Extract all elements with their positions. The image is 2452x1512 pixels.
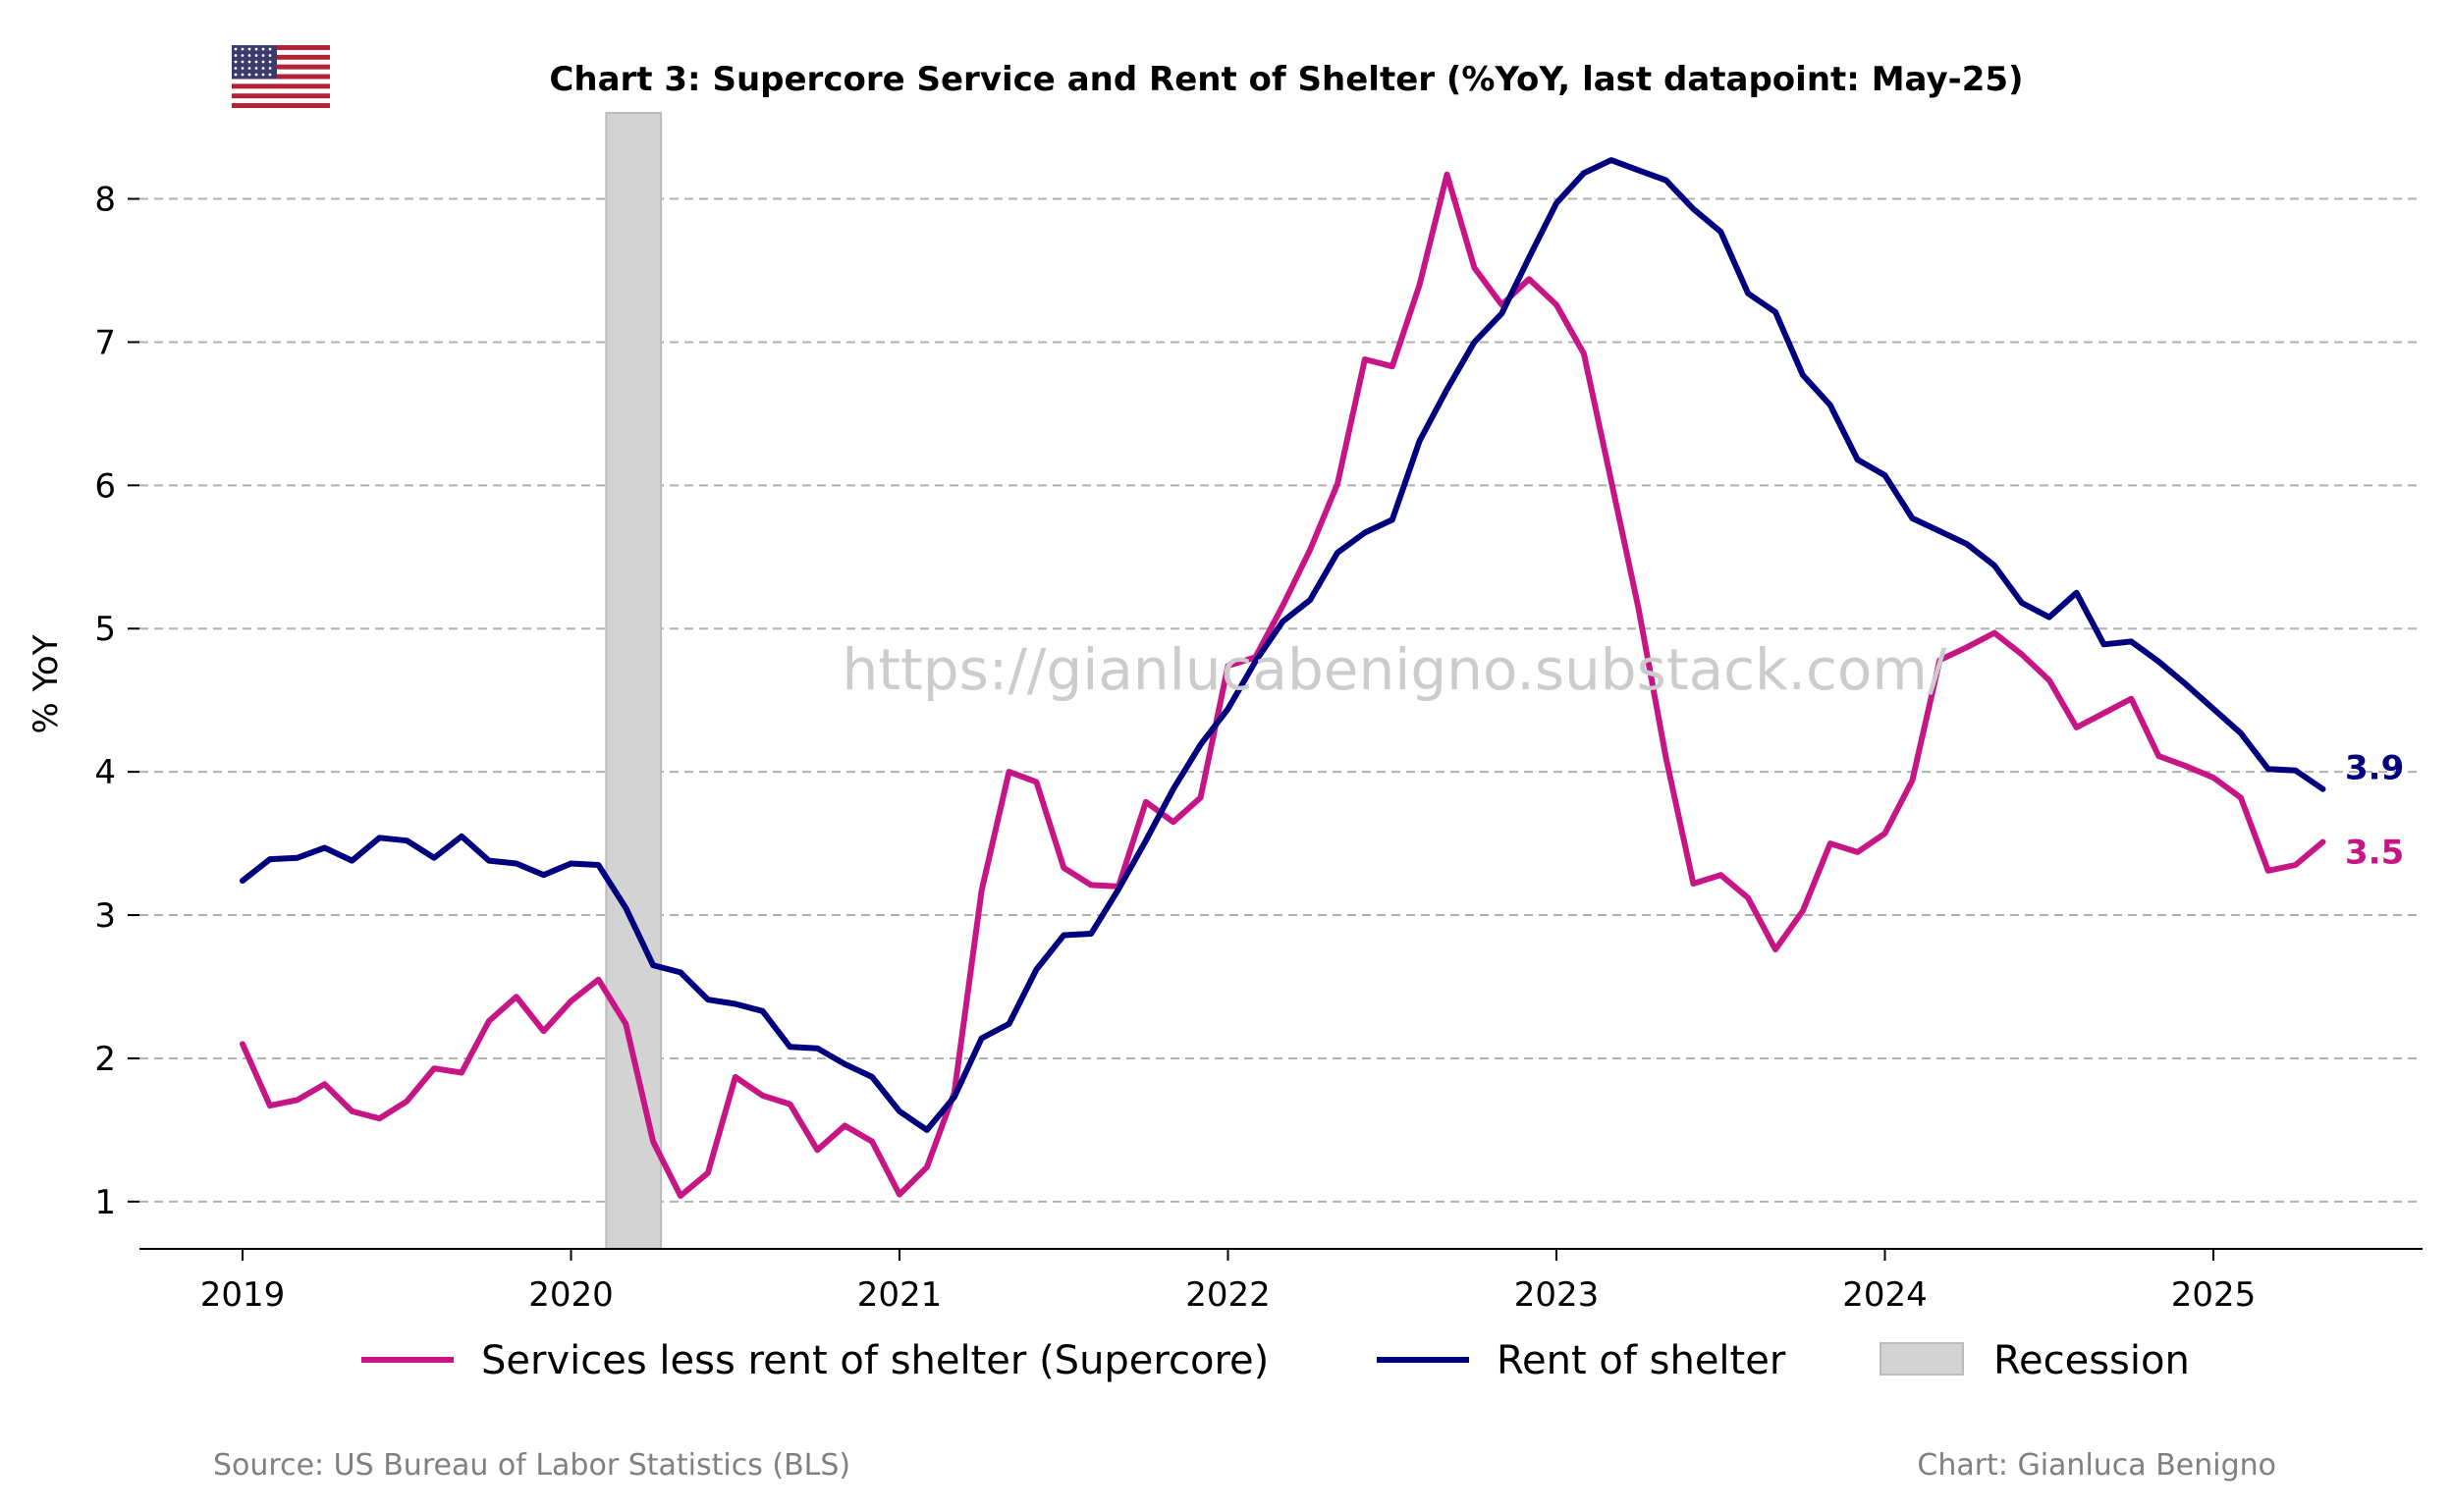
end-label-supercore: 3.5	[2345, 834, 2404, 873]
x-tick-label: 2021	[857, 1275, 943, 1315]
y-tick-label: 2	[94, 1040, 116, 1079]
legend: Services less rent of shelter (Supercore…	[361, 1338, 2190, 1383]
flag-stripe	[232, 54, 330, 60]
y-tick-label: 3	[94, 896, 116, 936]
flag-star	[247, 60, 251, 64]
flag-star	[268, 47, 272, 51]
y-tick-label: 4	[94, 753, 116, 792]
flag-star	[241, 60, 245, 64]
flag-star	[241, 73, 245, 77]
legend-label-recession: Recession	[1993, 1338, 2190, 1383]
flag-star	[268, 60, 272, 64]
y-axis: 1 2 3 4 5 6 7 8	[94, 181, 139, 1222]
end-labels: 3.5 3.9	[2345, 749, 2404, 873]
flag-star	[247, 73, 251, 77]
flag-star	[247, 67, 251, 70]
flag-star	[234, 54, 238, 57]
y-tick-label: 6	[94, 466, 116, 506]
x-axis: 2019 2020 2021 2022 2023 2024 2025	[200, 1249, 2257, 1315]
flag-star	[261, 67, 265, 70]
flag-stripe	[232, 74, 330, 80]
flag-star	[241, 54, 245, 57]
us-flag-icon	[232, 45, 330, 108]
flag-star	[234, 67, 238, 70]
flag-star	[268, 73, 272, 77]
x-tick-label: 2025	[2171, 1275, 2257, 1315]
series-line-supercore	[240, 171, 2326, 1199]
series-layer	[240, 157, 2326, 1199]
flag-stripe	[232, 83, 330, 89]
legend-label-supercore: Services less rent of shelter (Supercore…	[481, 1338, 1269, 1383]
chart-title: Chart 3: Supercore Service and Rent of S…	[549, 60, 2023, 99]
flag-star	[254, 73, 258, 77]
series-line-rent-of-shelter	[240, 157, 2326, 1133]
source-note: Source: US Bureau of Labor Statistics (B…	[213, 1448, 850, 1483]
x-tick-label: 2024	[1842, 1275, 1928, 1315]
flag-star	[234, 60, 238, 64]
flag-star	[241, 47, 245, 51]
flag-star	[254, 47, 258, 51]
chart-credit: Chart: Gianluca Benigno	[1917, 1448, 2276, 1483]
flag-star	[241, 67, 245, 70]
legend-label-rent-of-shelter: Rent of shelter	[1497, 1338, 1786, 1383]
flag-star	[268, 67, 272, 70]
flag-star	[254, 67, 258, 70]
flag-star	[234, 47, 238, 51]
flag-star	[261, 60, 265, 64]
flag-stripe	[232, 93, 330, 99]
y-tick-label: 1	[94, 1183, 116, 1222]
y-axis-label: % YoY	[27, 634, 66, 733]
recession-band	[605, 112, 663, 1250]
flag-star	[254, 54, 258, 57]
x-tick-label: 2019	[200, 1275, 286, 1315]
flag-stripe	[232, 64, 330, 70]
x-tick-label: 2020	[528, 1275, 614, 1315]
flag-star	[254, 60, 258, 64]
flag-star	[247, 47, 251, 51]
x-tick-label: 2022	[1185, 1275, 1271, 1315]
flag-star	[234, 73, 238, 77]
end-label-rent-of-shelter: 3.9	[2345, 749, 2404, 788]
watermark: https://gianlucabenigno.substack.com/	[843, 636, 1947, 703]
flag-stripe	[232, 45, 330, 50]
flag-star	[268, 54, 272, 57]
x-tick-label: 2023	[1514, 1275, 1600, 1315]
flag-stripe	[232, 103, 330, 108]
flag-star	[247, 54, 251, 57]
flag-star	[261, 73, 265, 77]
flag-star	[261, 47, 265, 51]
legend-swatch-recession	[1880, 1342, 1964, 1376]
y-tick-label: 7	[94, 323, 116, 362]
y-tick-label: 5	[94, 610, 116, 649]
flag-star	[261, 54, 265, 57]
y-tick-label: 8	[94, 181, 116, 220]
recession-band-layer	[605, 112, 663, 1250]
